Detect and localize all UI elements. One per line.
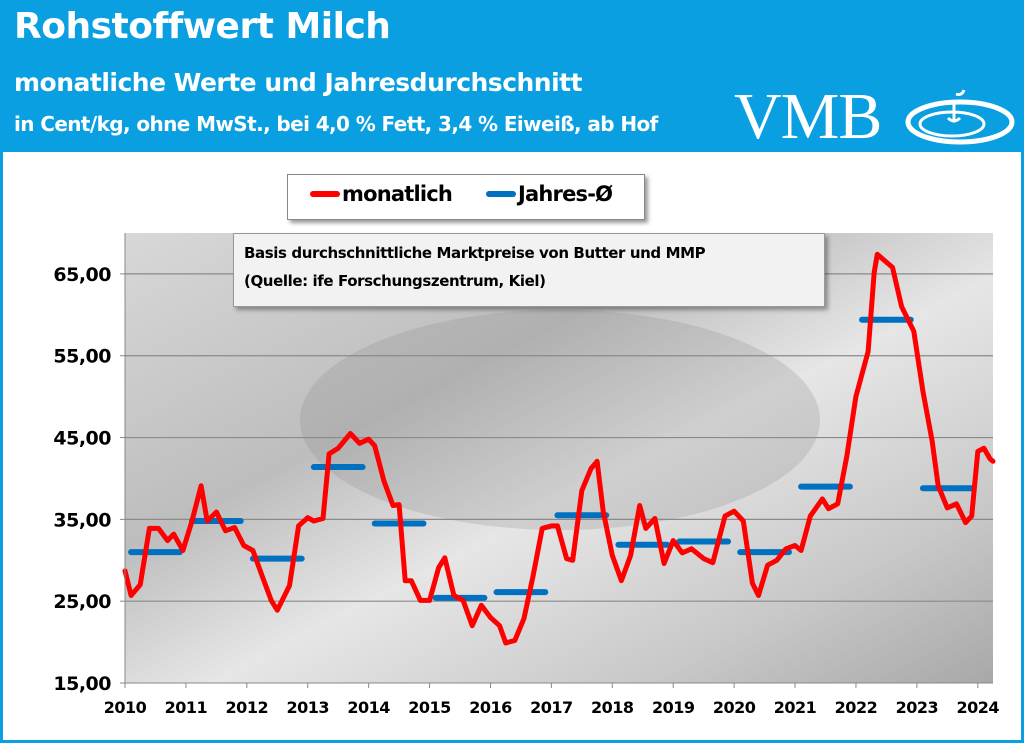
- legend-item-monatlich: monatlich: [310, 182, 453, 206]
- annotation-line-2: (Quelle: ife Forschungszentrum, Kiel): [244, 272, 546, 290]
- chart-frame: [0, 152, 1024, 743]
- legend-label: monatlich: [342, 182, 453, 206]
- legend-label: Jahres-Ø: [518, 182, 613, 206]
- x-tick-label: 2020: [713, 698, 756, 717]
- x-tick-label: 2012: [226, 698, 269, 717]
- page-title: Rohstoffwert Milch: [14, 6, 391, 47]
- legend-blue-line-icon: [486, 191, 516, 197]
- y-tick-label: 15,00: [53, 673, 111, 695]
- x-tick-label: 2015: [408, 698, 451, 717]
- plot-background-splash: [300, 310, 820, 530]
- x-tick-label: 2022: [835, 698, 878, 717]
- x-tick-label: 2017: [530, 698, 573, 717]
- x-tick-label: 2013: [286, 698, 329, 717]
- logo-swirl-icon: [905, 89, 1015, 145]
- source-annotation: Basis durchschnittliche Marktpreise von …: [233, 233, 825, 307]
- vmb-logo: VMB: [728, 82, 1024, 152]
- x-tick-label: 2016: [469, 698, 512, 717]
- y-tick-label: 55,00: [53, 346, 111, 368]
- x-tick-label: 2011: [165, 698, 208, 717]
- legend: monatlich Jahres-Ø: [287, 174, 645, 220]
- x-tick-label: 2014: [347, 698, 390, 717]
- y-tick-label: 25,00: [53, 591, 111, 613]
- x-tick-label: 2023: [896, 698, 939, 717]
- x-tick-label: 2018: [591, 698, 634, 717]
- header-banner: Rohstoffwert Milch monatliche Werte und …: [0, 0, 1024, 152]
- annotation-line-1: Basis durchschnittliche Marktpreise von …: [244, 244, 706, 262]
- series-monatlich-line: [122, 251, 996, 646]
- x-tick-label: 2010: [104, 698, 147, 717]
- x-tick-label: 2019: [652, 698, 695, 717]
- legend-red-line-icon: [310, 191, 340, 197]
- unit-description: in Cent/kg, ohne MwSt., bei 4,0 % Fett, …: [14, 112, 658, 136]
- y-tick-label: 45,00: [53, 428, 111, 450]
- x-tick-label: 2024: [957, 698, 1000, 717]
- y-tick-label: 65,00: [53, 264, 111, 286]
- legend-item-jahres: Jahres-Ø: [486, 182, 613, 206]
- y-tick-label: 35,00: [53, 509, 111, 531]
- logo-text: VMB: [734, 80, 882, 153]
- page-subtitle: monatliche Werte und Jahresdurchschnitt: [14, 68, 583, 97]
- x-tick-label: 2021: [774, 698, 817, 717]
